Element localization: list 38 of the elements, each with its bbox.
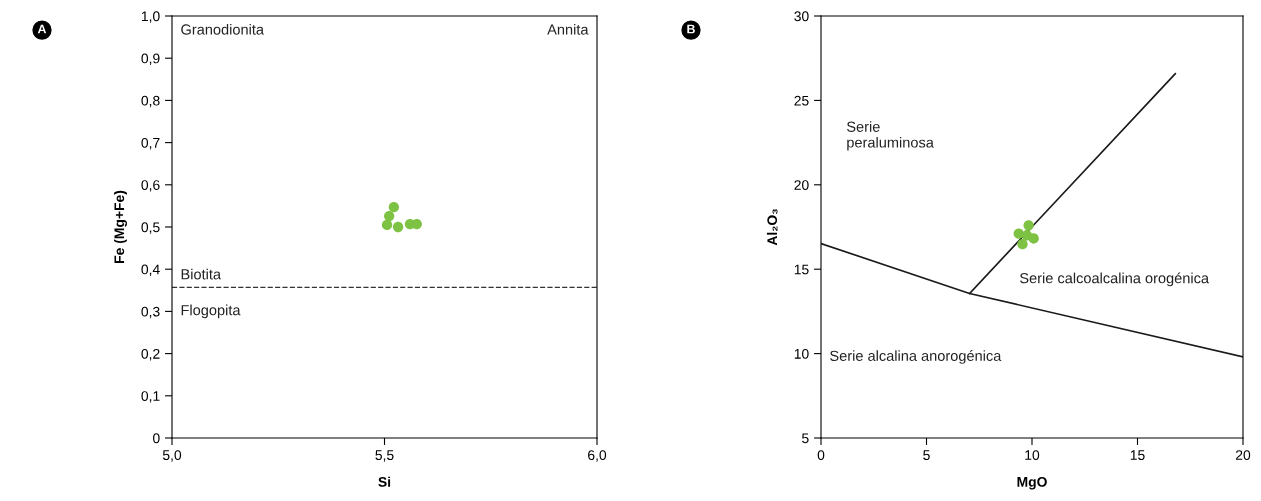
y-tick-label: 15 (794, 264, 809, 275)
x-axis-title: Si (378, 476, 391, 487)
annotation: Serie calcoalcalina orogénica (1020, 272, 1210, 287)
annotation: Annita (547, 23, 589, 35)
y-tick-label: 0,3 (141, 306, 160, 319)
y-tick-label: 0,7 (141, 137, 160, 150)
x-tick-label: 15 (1130, 450, 1145, 461)
y-tick-label: 0,9 (141, 53, 160, 66)
annotation: Serie alcalina anorogénica (830, 350, 1002, 364)
y-tick-label: 0 (153, 433, 160, 444)
y-tick-label: 5 (802, 433, 809, 444)
y-tick-label: 0,4 (141, 264, 160, 277)
y-tick-label: 25 (794, 95, 809, 106)
y-axis-title: Al₂O₃ (766, 209, 778, 246)
y-tick-label: 20 (794, 180, 809, 190)
text: B (687, 24, 695, 34)
y-tick-label: 0,8 (141, 95, 160, 108)
y-tick-label: 0,6 (141, 180, 160, 192)
x-tick-label: 0 (817, 450, 825, 461)
annotation: Biotita (181, 268, 222, 280)
y-tick-label: 0,5 (141, 222, 160, 234)
y-tick-label: 0,2 (141, 348, 160, 361)
x-axis-title: MgO (1017, 476, 1047, 490)
x-tick-label: 6,0 (588, 450, 607, 462)
y-tick-label: 10 (794, 348, 809, 359)
annotation: Flogopita (181, 304, 241, 319)
y-tick-label: 1,0 (141, 11, 160, 23)
x-tick-label: 10 (1025, 450, 1040, 461)
annotation: Granodionita (181, 23, 264, 35)
x-tick-label: 20 (1235, 450, 1251, 461)
text: A (37, 24, 47, 34)
x-tick-label: 5,0 (162, 450, 182, 462)
annotation: Serie peraluminosa (846, 121, 934, 151)
x-tick-label: 5,5 (375, 450, 394, 462)
y-tick-label: 0,1 (141, 391, 160, 403)
y-tick-label: 30 (794, 11, 809, 22)
y-axis-title: Fe (Mg+Fe) (113, 190, 127, 263)
x-tick-label: 5 (923, 450, 930, 461)
